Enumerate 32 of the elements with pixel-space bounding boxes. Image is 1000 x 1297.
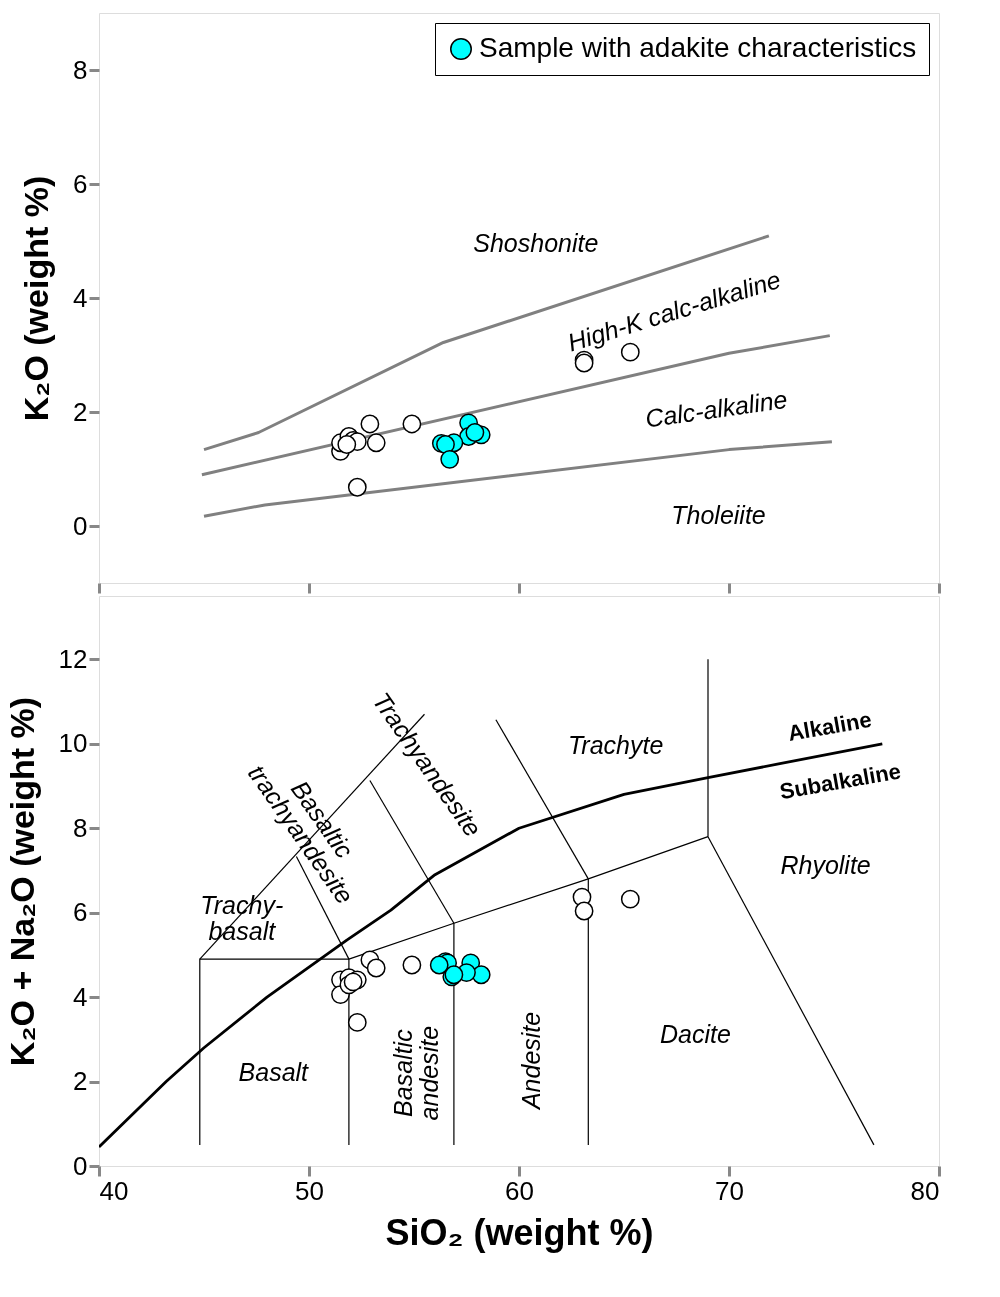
annotation: Rhyolite (780, 851, 871, 880)
x-tick-label: 70 (715, 1175, 744, 1206)
annotation: Shoshonite (473, 228, 599, 257)
annotation: Basaltic andesite (388, 1025, 443, 1121)
y-tick-label: 6 (73, 168, 88, 199)
y-tick-label: 0 (73, 510, 88, 541)
annotation: Subalkaline (777, 758, 903, 805)
annotation: Trachyte (567, 730, 664, 759)
y-tick-label: 8 (73, 812, 88, 843)
annotation: Dacite (659, 1020, 731, 1049)
y-tick-label: 12 (58, 643, 88, 674)
y-tick-label: 2 (73, 396, 88, 427)
x-tick-label: 60 (505, 1175, 534, 1206)
y-axis-title: K₂O + Na₂O (weight %) (2, 696, 41, 1067)
y-tick-label: 4 (73, 981, 88, 1012)
y-axis-title: K₂O (weight %) (17, 175, 56, 422)
y-tick-label: 8 (73, 54, 88, 85)
x-tick-label: 40 (99, 1175, 129, 1206)
x-axis-title: SiO₂ (weight %) (385, 1211, 654, 1253)
y-tick-label: 0 (73, 1150, 88, 1181)
y-tick-label: 2 (73, 1066, 88, 1097)
x-tick-label: 50 (295, 1175, 324, 1206)
x-tick-label: 80 (910, 1175, 940, 1206)
annotation: Tholeiite (671, 501, 766, 530)
annotation: Andesite (516, 1011, 545, 1112)
y-tick-label: 4 (73, 282, 88, 313)
annotation: Alkaline (786, 706, 874, 747)
y-tick-label: 10 (58, 728, 88, 759)
y-tick-label: 6 (73, 897, 88, 928)
annotation: Calc-alkaline (643, 384, 790, 433)
legend-label: Sample with adakite characteristics (479, 32, 917, 63)
annotation: Basalt (238, 1058, 310, 1087)
